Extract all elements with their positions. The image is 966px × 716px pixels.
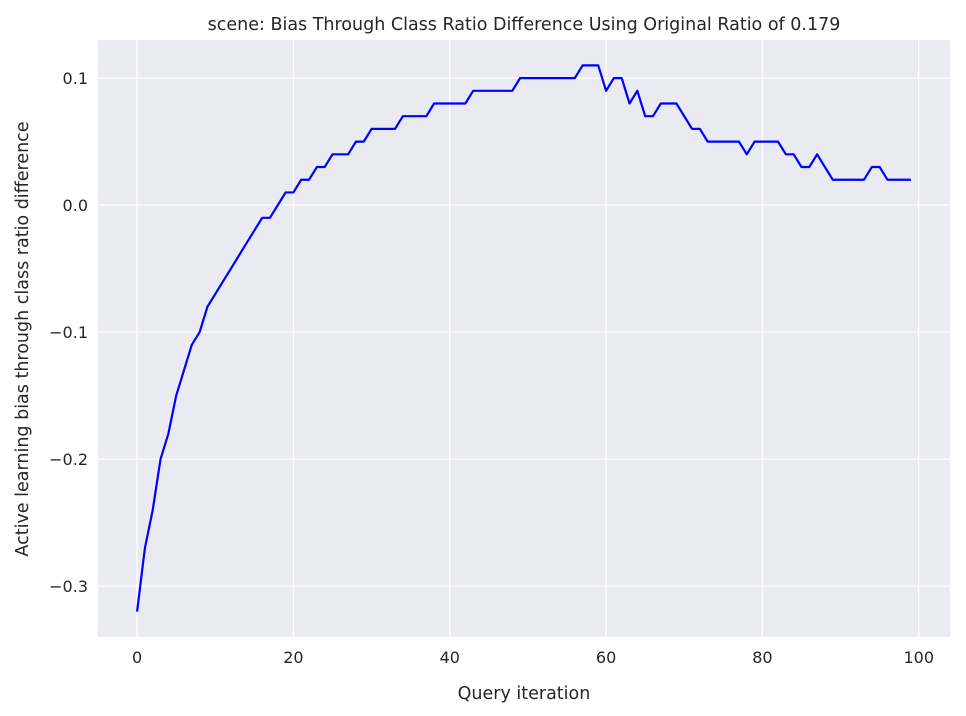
y-tick-label: −0.3 [49, 577, 88, 596]
x-tick-label: 80 [752, 648, 772, 667]
x-tick-label: 100 [903, 648, 934, 667]
x-tick-label: 40 [440, 648, 460, 667]
y-tick-labels: −0.3 −0.2 −0.1 0.0 0.1 [49, 69, 88, 596]
x-axis-label: Query iteration [458, 684, 591, 704]
series-line [135, 64, 911, 612]
x-tick-labels: 0 20 40 60 80 100 [132, 648, 934, 667]
x-tick-label: 60 [596, 648, 616, 667]
chart-title: scene: Bias Through Class Ratio Differen… [208, 15, 841, 35]
y-tick-label: 0.1 [63, 69, 88, 88]
y-axis-label: Active learning bias through class ratio… [13, 121, 33, 556]
x-tick-label: 20 [283, 648, 303, 667]
y-tick-label: −0.2 [49, 450, 88, 469]
y-tick-label: 0.0 [63, 196, 88, 215]
x-tick-label: 0 [132, 648, 142, 667]
plot-background [98, 40, 950, 637]
y-tick-label: −0.1 [49, 323, 88, 342]
series-layer [135, 64, 911, 612]
grid [98, 40, 950, 637]
